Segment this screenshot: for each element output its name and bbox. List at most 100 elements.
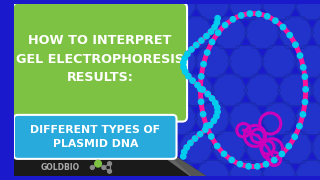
Polygon shape bbox=[145, 74, 181, 106]
Circle shape bbox=[297, 53, 303, 58]
Polygon shape bbox=[45, 17, 82, 48]
Text: GOLDBIO: GOLDBIO bbox=[41, 163, 80, 172]
Polygon shape bbox=[261, 160, 297, 180]
Circle shape bbox=[192, 136, 198, 141]
Polygon shape bbox=[161, 46, 198, 77]
Text: DIFFERENT TYPES OF
PLASMID DNA: DIFFERENT TYPES OF PLASMID DNA bbox=[30, 125, 160, 149]
Polygon shape bbox=[195, 46, 231, 77]
Polygon shape bbox=[0, 103, 32, 134]
Circle shape bbox=[300, 65, 306, 70]
Circle shape bbox=[195, 82, 200, 88]
Polygon shape bbox=[62, 160, 98, 180]
Polygon shape bbox=[195, 103, 231, 134]
Polygon shape bbox=[161, 0, 198, 20]
Circle shape bbox=[205, 91, 210, 97]
Polygon shape bbox=[161, 103, 198, 134]
Circle shape bbox=[199, 38, 204, 43]
Polygon shape bbox=[0, 46, 32, 77]
Circle shape bbox=[297, 123, 302, 129]
Circle shape bbox=[203, 127, 208, 132]
Polygon shape bbox=[228, 160, 264, 180]
Circle shape bbox=[209, 96, 215, 101]
Circle shape bbox=[194, 42, 199, 48]
Circle shape bbox=[302, 99, 308, 105]
Circle shape bbox=[201, 61, 206, 67]
Circle shape bbox=[181, 60, 186, 66]
Text: HOW TO INTERPRET
GEL ELECTROPHORESIS
RESULTS:: HOW TO INTERPRET GEL ELECTROPHORESIS RES… bbox=[16, 34, 184, 84]
Circle shape bbox=[300, 112, 306, 117]
Circle shape bbox=[208, 29, 214, 34]
Polygon shape bbox=[244, 132, 281, 163]
Polygon shape bbox=[128, 0, 164, 20]
Circle shape bbox=[181, 149, 187, 155]
Polygon shape bbox=[211, 74, 247, 106]
Polygon shape bbox=[112, 132, 148, 163]
Circle shape bbox=[204, 33, 209, 39]
Circle shape bbox=[215, 16, 220, 21]
Circle shape bbox=[108, 162, 111, 166]
Polygon shape bbox=[95, 160, 132, 180]
Circle shape bbox=[292, 134, 297, 140]
Polygon shape bbox=[0, 74, 15, 106]
Circle shape bbox=[214, 105, 220, 110]
Circle shape bbox=[185, 51, 190, 57]
Circle shape bbox=[102, 166, 106, 169]
Polygon shape bbox=[128, 103, 164, 134]
Polygon shape bbox=[310, 74, 320, 106]
Polygon shape bbox=[79, 74, 115, 106]
Polygon shape bbox=[12, 74, 49, 106]
Circle shape bbox=[95, 160, 101, 167]
Polygon shape bbox=[95, 46, 132, 77]
Circle shape bbox=[200, 111, 206, 117]
Circle shape bbox=[215, 109, 220, 114]
Circle shape bbox=[255, 164, 260, 169]
Circle shape bbox=[108, 169, 111, 173]
Polygon shape bbox=[261, 103, 297, 134]
Polygon shape bbox=[128, 160, 164, 180]
Polygon shape bbox=[14, 52, 205, 176]
Polygon shape bbox=[62, 0, 98, 20]
Polygon shape bbox=[244, 17, 281, 48]
Polygon shape bbox=[145, 17, 181, 48]
Polygon shape bbox=[79, 17, 115, 48]
Circle shape bbox=[247, 11, 252, 16]
Polygon shape bbox=[261, 0, 297, 20]
Polygon shape bbox=[95, 0, 132, 20]
Polygon shape bbox=[310, 132, 320, 163]
Polygon shape bbox=[261, 46, 297, 77]
Polygon shape bbox=[178, 132, 214, 163]
Circle shape bbox=[303, 87, 308, 92]
FancyBboxPatch shape bbox=[13, 3, 187, 122]
Polygon shape bbox=[62, 46, 98, 77]
Polygon shape bbox=[45, 132, 82, 163]
Circle shape bbox=[91, 166, 94, 169]
Circle shape bbox=[198, 99, 204, 104]
Circle shape bbox=[189, 47, 194, 52]
Circle shape bbox=[287, 32, 292, 38]
Polygon shape bbox=[0, 160, 32, 180]
Circle shape bbox=[207, 123, 213, 128]
Polygon shape bbox=[95, 103, 132, 134]
Circle shape bbox=[246, 164, 251, 169]
Circle shape bbox=[256, 11, 261, 17]
Polygon shape bbox=[14, 18, 191, 176]
FancyBboxPatch shape bbox=[14, 115, 177, 159]
Polygon shape bbox=[178, 17, 214, 48]
Circle shape bbox=[209, 134, 214, 139]
Polygon shape bbox=[0, 0, 32, 20]
Polygon shape bbox=[45, 74, 82, 106]
Polygon shape bbox=[12, 132, 49, 163]
Circle shape bbox=[273, 18, 278, 23]
Polygon shape bbox=[294, 103, 320, 134]
Circle shape bbox=[237, 161, 243, 167]
Circle shape bbox=[214, 143, 220, 149]
Circle shape bbox=[212, 24, 217, 30]
Polygon shape bbox=[228, 46, 264, 77]
Polygon shape bbox=[277, 74, 314, 106]
Circle shape bbox=[238, 13, 244, 18]
Polygon shape bbox=[112, 74, 148, 106]
Polygon shape bbox=[29, 0, 65, 20]
Circle shape bbox=[209, 39, 215, 45]
Circle shape bbox=[222, 22, 228, 28]
Polygon shape bbox=[195, 160, 231, 180]
